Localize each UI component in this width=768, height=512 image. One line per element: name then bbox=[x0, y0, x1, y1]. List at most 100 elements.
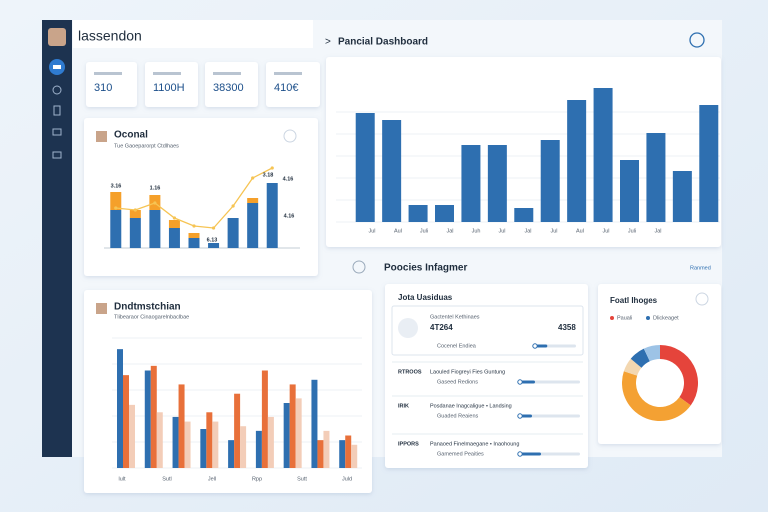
x-tick-label: Juh bbox=[472, 228, 481, 234]
legend-label: Dlickeaget bbox=[653, 315, 679, 321]
summary-caption: Gactentel Kethinaes bbox=[430, 314, 480, 320]
donut-segment bbox=[643, 345, 660, 362]
summary-left: 4T264 bbox=[430, 323, 453, 332]
bar bbox=[567, 100, 587, 222]
trend-point bbox=[231, 204, 235, 208]
bar bbox=[514, 208, 534, 222]
data-label: 3.18 bbox=[263, 172, 274, 178]
avatar[interactable] bbox=[48, 28, 66, 46]
trend-point bbox=[270, 166, 274, 170]
bar bbox=[172, 416, 179, 468]
legend-label: Pauali bbox=[617, 315, 632, 321]
kpi-label bbox=[274, 72, 302, 75]
overview-menu[interactable] bbox=[283, 129, 297, 143]
row-text: Posdanae Inagcaligue • Landsing bbox=[430, 403, 512, 409]
x-tick-label: Sutl bbox=[162, 476, 171, 482]
bar bbox=[317, 440, 324, 468]
data-label: 1.16 bbox=[150, 185, 161, 191]
sidebar bbox=[42, 20, 72, 457]
bar bbox=[247, 198, 259, 203]
progress-knob bbox=[532, 343, 538, 349]
bar bbox=[408, 205, 428, 222]
nav-item[interactable] bbox=[52, 128, 62, 136]
row-note: Guaded Reaiens bbox=[437, 413, 479, 419]
progress-knob bbox=[517, 451, 523, 457]
bar bbox=[699, 105, 719, 222]
x-tick-label: Jal bbox=[446, 228, 453, 234]
nav-item[interactable] bbox=[53, 105, 61, 116]
row-note: Gaseed Redions bbox=[437, 379, 478, 385]
progress-fill bbox=[520, 380, 535, 384]
page-title: Pancial Dashboard bbox=[338, 37, 428, 48]
kpi-value: 38300 bbox=[213, 82, 244, 94]
trend-point bbox=[192, 224, 196, 228]
kpi-value: 310 bbox=[94, 82, 112, 94]
x-tick-label: Jul bbox=[602, 228, 609, 234]
trend-point bbox=[114, 206, 118, 210]
bar bbox=[168, 228, 180, 248]
bar bbox=[283, 403, 290, 468]
x-tick-label: Rpp bbox=[252, 476, 262, 482]
bar bbox=[593, 88, 613, 222]
bar bbox=[117, 349, 123, 468]
bar bbox=[200, 429, 207, 468]
bar bbox=[311, 379, 318, 468]
summary-note: Cocenel Endiea bbox=[437, 343, 477, 349]
nav-icon bbox=[53, 65, 61, 69]
progress-track bbox=[520, 380, 580, 384]
bar bbox=[620, 160, 639, 222]
data-label: 4.16 bbox=[284, 213, 295, 219]
policies-title: Poocies Infagmer bbox=[384, 263, 467, 274]
bar bbox=[227, 218, 239, 248]
row-text: Laouled Fiogreyi Fies Guntung bbox=[430, 369, 505, 375]
trend-point bbox=[211, 226, 216, 230]
donut-segment bbox=[621, 371, 691, 422]
x-tick-label: Aul bbox=[576, 228, 584, 234]
bar bbox=[110, 210, 122, 248]
progress-fill bbox=[520, 452, 541, 456]
bar bbox=[234, 393, 241, 468]
bar bbox=[156, 412, 163, 468]
kpi-label bbox=[94, 72, 122, 75]
bar bbox=[206, 412, 213, 468]
bar bbox=[129, 210, 141, 218]
policies-link[interactable]: Ranmed bbox=[690, 265, 711, 271]
data-label: 4.16 bbox=[283, 176, 294, 182]
distribution-subtitle: Tlibearaor Cinaogarelnbaclbae bbox=[114, 314, 189, 320]
progress-knob bbox=[517, 379, 523, 385]
distribution-title: Dndtmstchian bbox=[114, 302, 181, 313]
donut-segment bbox=[623, 358, 642, 376]
row-code: IRIK bbox=[398, 403, 409, 409]
x-tick-label: Juli bbox=[420, 228, 428, 234]
bar bbox=[323, 430, 330, 468]
x-tick-label: Jal bbox=[654, 228, 661, 234]
x-tick-label: Jal bbox=[524, 228, 531, 234]
nav-item[interactable] bbox=[52, 85, 62, 95]
bar bbox=[144, 370, 151, 468]
trend-point bbox=[153, 201, 157, 205]
settings-icon[interactable] bbox=[689, 32, 705, 48]
row-note: Gamemed Peaities bbox=[437, 451, 484, 457]
summary-icon bbox=[398, 318, 418, 338]
donut-segment bbox=[630, 348, 650, 368]
donut-title: Foatl Ihoges bbox=[610, 296, 658, 305]
bar bbox=[487, 145, 507, 222]
bar bbox=[255, 430, 262, 468]
bar bbox=[540, 140, 560, 222]
nav-item[interactable] bbox=[52, 151, 62, 159]
x-tick-label: Aul bbox=[394, 228, 402, 234]
bar bbox=[672, 171, 692, 222]
kpi-value: 1100H bbox=[153, 82, 185, 94]
row-code: IPPORS bbox=[398, 441, 419, 447]
bar bbox=[123, 375, 129, 468]
donut-menu[interactable] bbox=[695, 292, 709, 306]
bar bbox=[266, 183, 278, 248]
bar bbox=[184, 421, 191, 468]
bar bbox=[339, 440, 346, 468]
legend-swatch bbox=[646, 316, 650, 320]
bar bbox=[261, 370, 268, 468]
trend-point bbox=[133, 208, 137, 212]
data-label: 3.16 bbox=[111, 183, 122, 189]
overview-subtitle: Tue Gaoeparorpt Ctdlhaes bbox=[114, 143, 179, 149]
